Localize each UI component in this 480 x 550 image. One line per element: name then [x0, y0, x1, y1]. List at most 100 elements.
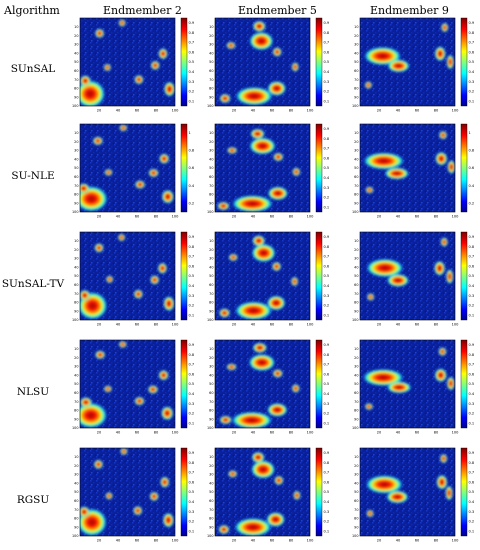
header-endmember-2: Endmember 2: [103, 4, 182, 17]
colorbar-tick-label: 0.7: [469, 41, 475, 45]
x-tick-label: 20: [232, 431, 237, 435]
x-tick-label: 60: [135, 109, 140, 113]
colorbar-tick-label: 0.4: [189, 392, 195, 396]
colorbar-tick-label: 0.9: [189, 21, 195, 25]
abundance-map-r2-c2: 20 40 60 80 100 10 20 30 40 50 60 70 80 90 100 0.9 0.8 0.…: [207, 123, 330, 219]
colorbar-tick-label: 0.8: [189, 31, 195, 35]
y-tick-label: 70: [74, 508, 78, 512]
x-tick-label: 20: [97, 109, 102, 113]
colorbar-tick-label: 0.3: [189, 402, 195, 406]
colorbar-tick-label: 0.3: [324, 510, 330, 514]
y-tick-label: 20: [209, 140, 213, 144]
y-tick-label: 60: [354, 283, 358, 287]
colorbar-tick-label: 0.5: [189, 382, 195, 386]
y-tick-label: 30: [354, 257, 358, 261]
y-tick-label: 100: [352, 210, 358, 214]
colorbar-tick-label: 0.4: [469, 500, 475, 504]
x-tick-label: 40: [396, 539, 401, 543]
y-tick-label: 90: [209, 201, 213, 205]
y-tick-label: 20: [74, 248, 78, 252]
x-tick-label: 20: [232, 215, 237, 219]
x-tick-label: 100: [452, 215, 460, 219]
colorbar-tick-label: 0.1: [324, 421, 330, 425]
y-tick-label: 40: [74, 265, 78, 269]
y-tick-label: 20: [354, 464, 358, 468]
colorbar-tick-label: 0.5: [189, 274, 195, 278]
x-tick-label: 80: [154, 323, 159, 327]
y-tick-label: 60: [74, 283, 78, 287]
y-tick-label: 30: [354, 473, 358, 477]
y-tick-label: 60: [209, 175, 213, 179]
y-tick-label: 20: [354, 248, 358, 252]
colorbar: [180, 17, 188, 107]
y-tick-label: 40: [354, 265, 358, 269]
x-tick-label: 100: [307, 431, 315, 435]
y-tick-label: 70: [354, 78, 358, 82]
colorbar-tick-label: 0.2: [469, 520, 475, 524]
y-tick-label: 70: [209, 78, 213, 82]
colorbar-tick-label: 0.4: [469, 284, 475, 288]
y-tick-label: 20: [354, 356, 358, 360]
y-tick-label: 90: [209, 525, 213, 529]
x-tick-label: 20: [97, 323, 102, 327]
x-tick-label: 60: [270, 431, 275, 435]
colorbar-tick-label: 0.6: [189, 264, 195, 268]
y-tick-label: 60: [354, 499, 358, 503]
colorbar-tick-label: 0.1: [324, 205, 330, 209]
colorbar-tick-label: 0.7: [189, 255, 195, 259]
colorbar-tick-label: 0.6: [324, 156, 330, 160]
colorbar-tick-label: 0.3: [469, 294, 475, 298]
y-tick-label: 100: [352, 534, 358, 538]
y-tick-label: 60: [354, 69, 358, 73]
y-tick-label: 50: [354, 274, 358, 278]
x-tick-label: 40: [116, 215, 121, 219]
colorbar-tick-label: 0.8: [324, 461, 330, 465]
y-tick-label: 30: [209, 43, 213, 47]
colorbar-tick-label: 0.4: [469, 184, 475, 188]
colorbar-tick-label: 0.7: [324, 41, 330, 45]
colorbar-tick-label: 0.6: [189, 50, 195, 54]
colorbar-tick-label: 0.6: [469, 480, 475, 484]
colorbar-tick-label: 0.2: [324, 90, 330, 94]
x-tick-label: 80: [434, 431, 439, 435]
colorbar-tick-label: 0.5: [324, 274, 330, 278]
colorbar-tick-label: 0.4: [324, 392, 330, 396]
header-algorithm: Algorithm: [4, 4, 60, 17]
y-tick-label: 50: [354, 166, 358, 170]
colorbar-tick-label: 0.8: [189, 149, 195, 153]
x-tick-label: 60: [270, 323, 275, 327]
colorbar-tick-label: 0.4: [324, 70, 330, 74]
colorbar-tick-label: 0.4: [324, 284, 330, 288]
colorbar-tick-label: 0.2: [469, 412, 475, 416]
y-tick-label: 10: [354, 347, 358, 351]
y-tick-label: 70: [209, 184, 213, 188]
x-tick-label: 20: [232, 323, 237, 327]
abundance-map-r3-c3: 20 40 60 80 100 10 20 30 40 50 60 70 80 90 100 0.9 0.8 0.…: [352, 231, 475, 327]
colorbar-tick-label: 0.3: [324, 402, 330, 406]
colorbar-tick-label: 0.9: [324, 21, 330, 25]
colorbar-tick-label: 0.4: [189, 500, 195, 504]
y-tick-label: 50: [74, 490, 78, 494]
y-tick-label: 10: [209, 455, 213, 459]
x-tick-label: 60: [270, 215, 275, 219]
x-tick-label: 40: [116, 109, 121, 113]
x-tick-label: 40: [396, 215, 401, 219]
x-tick-label: 20: [377, 215, 382, 219]
abundance-map-r3-c1: 20 40 60 80 100 10 20 30 40 50 60 70 80 90 100 0.9 0.8 0.…: [72, 231, 195, 327]
colorbar-tick-label: 0.8: [189, 353, 195, 357]
x-tick-label: 100: [307, 323, 315, 327]
y-tick-label: 90: [354, 95, 358, 99]
y-tick-label: 90: [74, 417, 78, 421]
row-label-su-nle: SU-NLE: [11, 170, 55, 182]
x-tick-label: 40: [251, 539, 256, 543]
y-tick-label: 40: [74, 157, 78, 161]
header-endmember-5: Endmember 5: [238, 4, 317, 17]
y-tick-label: 20: [74, 140, 78, 144]
y-tick-label: 40: [209, 373, 213, 377]
colorbar-tick-label: 0.1: [324, 529, 330, 533]
colorbar-tick-label: 0.7: [324, 255, 330, 259]
colorbar-tick-label: 0.5: [324, 382, 330, 386]
colorbar-tick-label: 0.8: [324, 245, 330, 249]
y-tick-label: 90: [354, 201, 358, 205]
y-tick-label: 20: [74, 356, 78, 360]
